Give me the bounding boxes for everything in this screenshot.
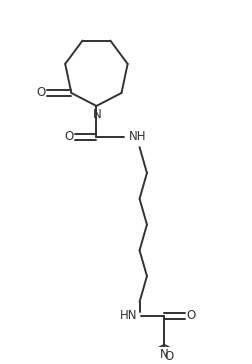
Text: NH: NH [129, 130, 146, 143]
Text: O: O [165, 350, 174, 363]
Text: O: O [65, 130, 74, 143]
Text: HN: HN [120, 309, 137, 322]
Text: O: O [187, 309, 196, 322]
Text: N: N [93, 108, 102, 120]
Text: N: N [160, 348, 169, 361]
Text: O: O [36, 87, 45, 99]
